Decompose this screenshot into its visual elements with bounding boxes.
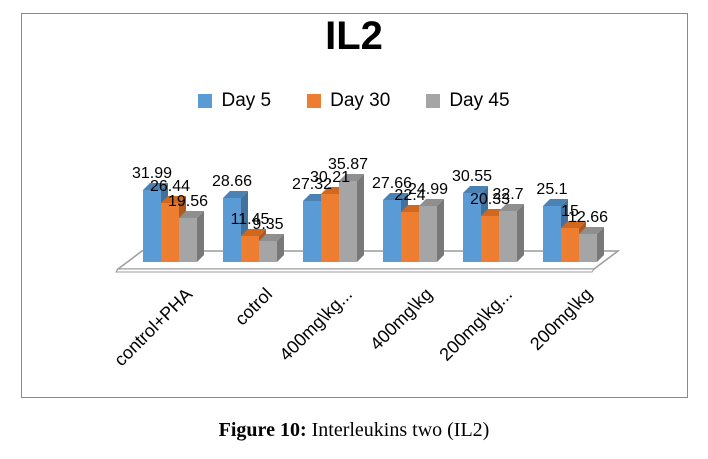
legend-item-day-45: Day 45 xyxy=(426,90,510,112)
bar-day-45-400mg-kg xyxy=(339,181,357,262)
bar-day-5-control-pha xyxy=(143,190,161,262)
data-label-day-5-400mg-kg: 27.32 xyxy=(291,175,333,193)
bar-side-day-45-200mg-kg xyxy=(517,203,524,262)
data-label-day-45-200mg-kg: 12.66 xyxy=(567,208,609,226)
bar-day-5-200mg-kg xyxy=(463,193,481,262)
data-label-day-45-400mg-kg: 24.99 xyxy=(407,180,449,198)
data-label-day-30-200mg-kg: 20.33 xyxy=(469,191,511,209)
bar-day-30-200mg-kg xyxy=(561,228,579,262)
data-label-day-5-200mg-kg: 30.55 xyxy=(451,168,493,186)
data-label-day-30-400mg-kg: 30.21 xyxy=(309,169,351,187)
data-label-day-45-cotrol: 9.35 xyxy=(252,215,284,233)
legend-item-day-5: Day 5 xyxy=(198,90,271,112)
bar-day-30-200mg-kg xyxy=(481,216,499,262)
legend-swatch-icon xyxy=(198,94,213,108)
bar-day-5-400mg-kg xyxy=(383,199,401,262)
legend-swatch-icon xyxy=(426,94,441,108)
bar-day-5-400mg-kg xyxy=(303,200,321,262)
bar-day-45-200mg-kg xyxy=(499,210,517,262)
bar-day-45-200mg-kg xyxy=(579,233,597,262)
bar-day-5-200mg-kg xyxy=(543,205,561,262)
bar-day-30-cotrol xyxy=(241,236,259,262)
data-label-day-5-200mg-kg: 25.1 xyxy=(536,180,568,198)
bar-day-45-cotrol xyxy=(259,240,277,262)
bar-day-45-400mg-kg xyxy=(419,205,437,262)
data-label-day-45-400mg-kg: 35.87 xyxy=(327,156,369,174)
data-label-day-5-control-pha: 31.99 xyxy=(131,165,173,183)
bar-day-45-control-pha xyxy=(179,217,197,262)
chart-legend: Day 5 Day 30 Day 45 xyxy=(0,90,708,112)
legend-label: Day 5 xyxy=(221,90,272,111)
data-label-day-30-cotrol: 11.45 xyxy=(230,211,270,229)
legend-label: Day 30 xyxy=(330,90,391,111)
data-label-day-45-200mg-kg: 22.7 xyxy=(492,185,524,203)
bar-side-day-45-control-pha xyxy=(197,210,204,262)
caption-text: Interleukins two (IL2) xyxy=(306,419,490,441)
bar-side-day-45-400mg-kg xyxy=(437,198,444,262)
legend-label: Day 45 xyxy=(449,90,510,111)
legend-item-day-30: Day 30 xyxy=(307,90,390,112)
data-label-day-30-200mg-kg: 15 xyxy=(561,203,579,221)
data-label-day-5-400mg-kg: 27.66 xyxy=(371,174,413,192)
data-label-day-30-400mg-kg: 22.4 xyxy=(394,186,426,204)
data-label-day-30-control-pha: 26.44 xyxy=(149,177,191,195)
caption-label: Figure 10: xyxy=(218,419,307,441)
bar-day-30-400mg-kg xyxy=(321,194,339,262)
bar-day-5-cotrol xyxy=(223,197,241,262)
legend-swatch-icon xyxy=(307,94,322,108)
bar-day-30-control-pha xyxy=(161,202,179,262)
data-label-day-45-control-pha: 19.56 xyxy=(167,192,209,210)
data-label-day-5-cotrol: 28.66 xyxy=(211,172,253,190)
chart-title: IL2 xyxy=(325,14,383,58)
figure-caption: Figure 10: Interleukins two (IL2) xyxy=(0,419,708,442)
bar-day-30-400mg-kg xyxy=(401,211,419,262)
